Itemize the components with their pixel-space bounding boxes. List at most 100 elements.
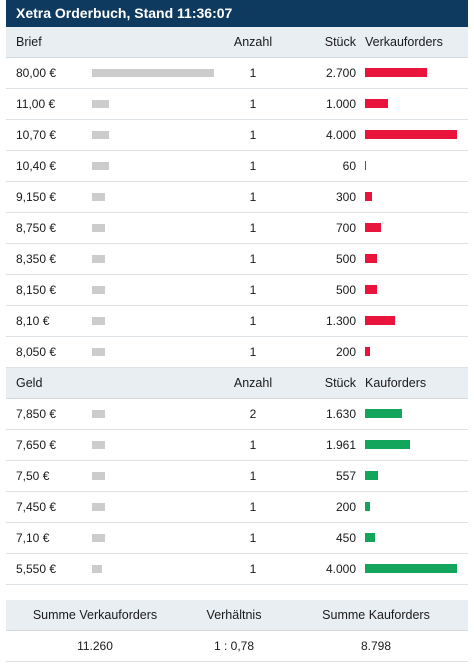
order-pieces: 557 [335, 469, 356, 483]
order-price: 8,10 € [16, 314, 50, 328]
order-price: 7,450 € [16, 500, 57, 514]
sell-orders-bar-cell [365, 337, 465, 367]
buy-orders-bar-cell [365, 430, 465, 460]
volume-bar-cell [92, 337, 222, 367]
order-pieces: 450 [335, 531, 356, 545]
sell-orders-bar [365, 285, 377, 294]
order-price: 7,650 € [16, 438, 57, 452]
sell-orders-bar [365, 254, 377, 263]
volume-bar [92, 565, 102, 573]
summary-values: 11.260 1 : 0,78 8.798 [6, 631, 468, 662]
order-pieces: 1.300 [325, 314, 356, 328]
buy-order-row: 7,850 € 2 1.630 [6, 399, 468, 430]
bid-rows: 7,850 € 2 1.630 7,650 € 1 1.961 7,50 € 1 557 7,45… [6, 399, 468, 585]
sell-order-row: 11,00 € 1 1.000 [6, 89, 468, 120]
volume-bar [92, 255, 105, 263]
order-count: 1 [249, 221, 257, 235]
summary-header: Summe Verkauforders Verhältnis Summe Kau… [6, 600, 468, 631]
sell-order-row: 10,40 € 1 60 [6, 151, 468, 182]
volume-bar-cell [92, 182, 222, 212]
sell-order-row: 8,150 € 1 500 [6, 275, 468, 306]
buy-order-row: 5,550 € 1 4.000 [6, 554, 468, 585]
sell-orders-bar-cell [365, 306, 465, 336]
volume-bar [92, 131, 109, 139]
order-count: 1 [249, 562, 257, 576]
order-count: 1 [249, 469, 257, 483]
buy-orders-bar [365, 471, 378, 480]
volume-bar [92, 162, 109, 170]
pieces-header: Stück [324, 35, 356, 49]
order-count: 1 [249, 66, 257, 80]
count-header: Anzahl [233, 376, 273, 390]
sell-order-row: 80,00 € 1 2.700 [6, 58, 468, 89]
summary-sell-label: Summe Verkauforders [32, 608, 158, 622]
sell-orders-bar [365, 223, 381, 232]
buy-orders-bar-cell [365, 399, 465, 429]
order-price: 80,00 € [16, 66, 57, 80]
order-pieces: 500 [335, 283, 356, 297]
sell-order-row: 8,10 € 1 1.300 [6, 306, 468, 337]
order-price: 11,00 € [16, 97, 56, 111]
volume-bar-cell [92, 430, 222, 460]
volume-bar-cell [92, 89, 222, 119]
volume-bar-cell [92, 399, 222, 429]
pieces-header: Stück [324, 376, 356, 390]
sell-order-row: 10,70 € 1 4.000 [6, 120, 468, 151]
volume-bar-cell [92, 306, 222, 336]
buy-orders-bar [365, 440, 410, 449]
sell-orders-bar [365, 316, 395, 325]
order-pieces: 700 [335, 221, 356, 235]
summary-ratio-label: Verhältnis [206, 608, 262, 622]
volume-bar [92, 100, 109, 108]
buy-orders-header: Kauforders [365, 376, 427, 390]
summary-buy-label: Summe Kauforders [322, 608, 430, 622]
volume-bar [92, 286, 105, 294]
sell-orders-bar-cell [365, 120, 465, 150]
sell-orders-bar [365, 192, 372, 201]
order-pieces: 4.000 [325, 128, 356, 142]
order-price: 8,150 € [16, 283, 57, 297]
buy-order-row: 7,650 € 1 1.961 [6, 430, 468, 461]
volume-bar-cell [92, 58, 222, 88]
buy-order-row: 7,10 € 1 450 [6, 523, 468, 554]
buy-orders-bar-cell [365, 461, 465, 491]
volume-bar-cell [92, 275, 222, 305]
order-count: 1 [249, 252, 257, 266]
order-price: 8,350 € [16, 252, 57, 266]
buy-orders-bar-cell [365, 554, 465, 584]
ask-rows: 80,00 €1 2.700 11,00 €1 1.000 10,70 €1 4.000 1… [6, 58, 468, 368]
order-pieces: 200 [335, 500, 356, 514]
volume-bar [92, 410, 105, 418]
order-price: 9,150 € [16, 190, 57, 204]
volume-bar [92, 224, 105, 232]
sell-orders-bar [365, 161, 366, 170]
buy-orders-bar [365, 564, 457, 573]
order-count: 1 [249, 97, 257, 111]
sell-orders-bar-cell [365, 213, 465, 243]
order-price: 5,550 € [16, 562, 57, 576]
volume-bar [92, 69, 214, 77]
order-price: 7,50 € [16, 469, 50, 483]
volume-bar [92, 472, 105, 480]
order-count: 1 [249, 531, 257, 545]
order-pieces: 1.000 [325, 97, 356, 111]
order-pieces: 60 [342, 159, 356, 173]
order-price: 10,40 € [16, 159, 57, 173]
buy-orders-bar-cell [365, 523, 465, 553]
volume-bar [92, 441, 105, 449]
count-header: Anzahl [233, 35, 273, 49]
sell-orders-bar-cell [365, 89, 465, 119]
order-price: 10,70 € [16, 128, 57, 142]
volume-bar-cell [92, 151, 222, 181]
order-count: 1 [249, 345, 257, 359]
sell-orders-bar [365, 347, 370, 356]
order-pieces: 2.700 [325, 66, 356, 80]
summary-table: Summe Verkauforders Verhältnis Summe Kau… [6, 600, 468, 662]
volume-bar-cell [92, 461, 222, 491]
order-count: 1 [249, 283, 257, 297]
sell-orders-bar-cell [365, 275, 465, 305]
sell-orders-bar [365, 68, 427, 77]
buy-orders-bar-cell [365, 492, 465, 522]
order-pieces: 4.000 [325, 562, 356, 576]
order-count: 1 [249, 190, 257, 204]
